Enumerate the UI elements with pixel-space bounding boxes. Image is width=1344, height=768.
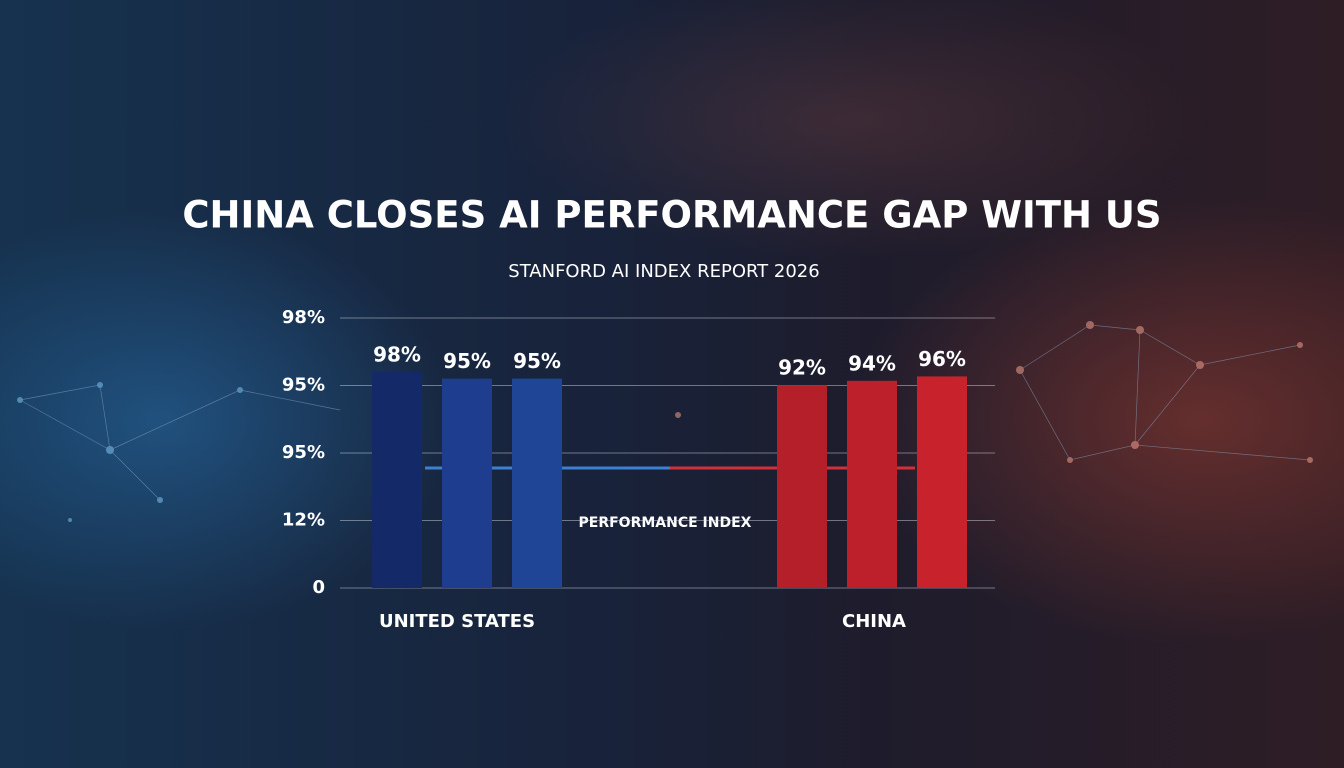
y-tick-label: 12% [282,510,325,531]
bar-value-label: 94% [848,351,896,375]
y-tick-label: 0 [312,577,325,598]
bar-value-label: 95% [513,349,561,373]
y-tick-label: 95% [282,375,325,396]
y-tick-label: 98% [282,307,325,328]
bar-value-label: 98% [373,343,421,367]
bar [847,380,897,588]
annotation: PERFORMANCE INDEX [579,515,752,531]
bar-value-label: 96% [918,347,966,371]
bar-value-label: 95% [443,349,491,373]
bar [442,378,492,588]
chart-subtitle: STANFORD AI INDEX REPORT 2026 [508,261,819,282]
bar [512,378,562,588]
bar [917,376,967,588]
bar [372,372,422,588]
bar [777,385,827,588]
y-tick-label: 95% [282,442,325,463]
background-network [17,321,1313,522]
group-label: UNITED STATES [379,611,535,632]
chart-title: CHINA CLOSES AI PERFORMANCE GAP WITH US [182,194,1161,237]
bar-value-label: 92% [778,356,826,380]
group-label: CHINA [842,611,906,632]
